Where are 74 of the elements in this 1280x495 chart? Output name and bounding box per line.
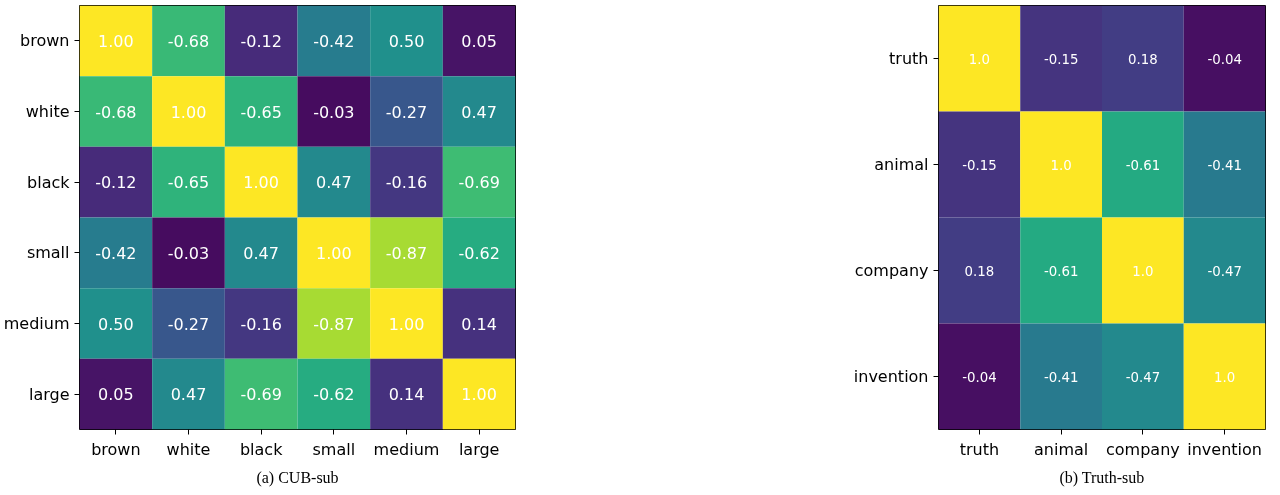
data-label: 1.00 [388,314,425,334]
data-label: -0.03 [313,102,355,122]
data-label: 0.47 [170,385,207,405]
y-tick-label: brown [20,31,70,51]
data-label: -0.16 [240,314,282,334]
data-label: -0.03 [167,243,210,263]
y-tick-label: truth [889,49,929,68]
data-label: -0.62 [313,385,355,405]
data-label: 1.0 [1132,263,1154,279]
text: (a) CUB-sub [256,468,339,487]
data-label: -0.15 [1043,51,1079,67]
data-label: 1.0 [1050,157,1072,173]
x-tick-label: company [1106,439,1180,459]
data-label: -0.12 [240,31,282,51]
data-label: -0.87 [313,314,355,334]
x-tick-label: small [312,439,356,459]
x-tick-label: animal [1034,439,1089,459]
data-label: -0.69 [458,173,500,193]
data-label: -0.61 [1043,263,1079,279]
data-label: -0.69 [240,385,282,405]
data-label: 0.47 [316,173,352,193]
text: (b) Truth-sub [1059,468,1145,487]
data-label: 0.50 [388,31,425,51]
y-tick-label: white [25,102,70,121]
data-label: 0.14 [388,385,425,405]
data-label: -0.15 [962,157,997,173]
data-label: -0.04 [962,369,997,385]
data-label: 1.0 [968,51,990,67]
data-label: 0.05 [98,385,134,405]
data-label: -0.61 [1125,157,1161,173]
data-label: -0.04 [1207,51,1242,67]
data-label: 0.05 [461,31,497,51]
data-label: 0.18 [964,263,995,279]
data-label: -0.27 [385,102,428,122]
x-tick-label: medium [373,439,440,459]
y-tick-label: small [26,243,70,263]
data-label: -0.16 [385,173,428,193]
data-label: -0.65 [240,102,282,122]
data-label: -0.68 [167,31,210,51]
data-label: -0.87 [385,243,428,263]
data-label: -0.62 [458,243,500,263]
data-label: -0.41 [1207,157,1242,173]
y-tick-label: medium [3,314,70,333]
data-label: 1.00 [316,243,352,263]
data-label: 0.18 [1128,51,1158,67]
data-label: -0.41 [1043,369,1079,385]
data-label: -0.47 [1207,263,1242,279]
data-label: -0.68 [95,102,137,122]
data-label: -0.42 [313,31,355,51]
x-tick-label: invention [1187,439,1262,459]
x-tick-label: brown [91,439,141,459]
data-label: -0.42 [95,243,137,263]
y-tick-label: invention [853,367,929,386]
y-tick-label: black [27,172,71,192]
data-label: 1.00 [243,173,279,193]
x-tick-label: white [166,439,211,459]
data-label: -0.12 [95,173,137,193]
data-label: 0.50 [98,314,134,334]
data-label: 0.14 [461,314,497,334]
data-label: 1.00 [461,385,497,405]
x-tick-label: black [239,439,284,459]
y-tick-label: company [854,261,929,280]
data-label: -0.65 [167,173,210,193]
y-tick-label: animal [874,155,929,174]
x-tick-label: truth [959,439,1000,459]
data-label: 1.00 [98,31,134,51]
data-label: 1.0 [1214,369,1236,385]
data-label: 1.00 [170,102,207,122]
y-tick-label: large [28,384,70,404]
data-label: 0.47 [243,243,279,263]
data-label: -0.27 [167,314,210,334]
data-label: 0.47 [461,102,497,122]
data-label: -0.47 [1125,369,1161,385]
x-tick-label: large [458,439,500,459]
